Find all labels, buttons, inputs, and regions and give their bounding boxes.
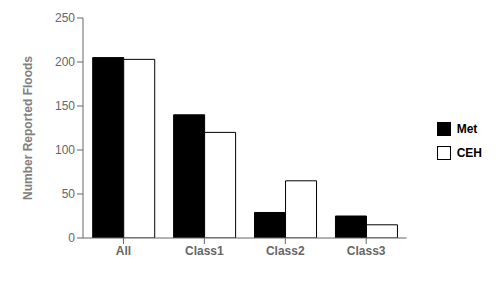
svg-text:All: All bbox=[116, 244, 131, 258]
svg-text:250: 250 bbox=[55, 11, 75, 25]
svg-text:0: 0 bbox=[68, 231, 75, 245]
svg-text:150: 150 bbox=[55, 99, 75, 113]
svg-text:Class2: Class2 bbox=[266, 244, 305, 258]
html-text:Met: Met bbox=[456, 121, 478, 136]
svg-text:50: 50 bbox=[62, 187, 76, 201]
svg-text:Class3: Class3 bbox=[347, 244, 386, 258]
svg-text:200: 200 bbox=[55, 55, 75, 69]
svg-text:Class1: Class1 bbox=[185, 244, 224, 258]
html-text:CEH: CEH bbox=[456, 145, 482, 160]
svg-text:100: 100 bbox=[55, 143, 75, 157]
svg-text:Number Reported Floods: Number Reported Floods bbox=[21, 56, 35, 200]
